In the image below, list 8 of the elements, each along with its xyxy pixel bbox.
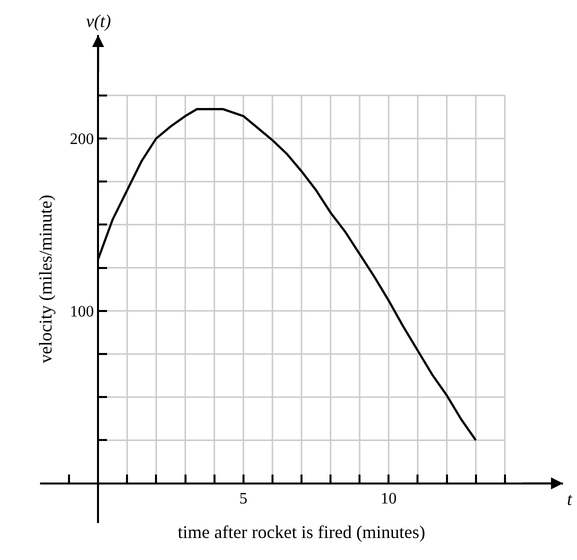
x-axis-title: time after rocket is fired (minutes): [178, 522, 426, 542]
y-tick-label: 100: [70, 304, 94, 320]
x-tick-label: 5: [239, 490, 248, 508]
y-tick-label: 200: [70, 131, 94, 148]
text: v(t): [86, 11, 111, 31]
y-axis-title: velocity (miles/minute): [36, 194, 56, 364]
x-tick-label: 10: [380, 490, 397, 508]
text: t: [567, 489, 573, 509]
